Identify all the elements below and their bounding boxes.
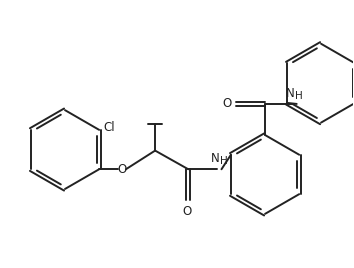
Text: O: O [117, 163, 127, 176]
Text: N: N [286, 87, 294, 100]
Text: N: N [211, 152, 219, 165]
Text: O: O [183, 204, 192, 218]
Text: O: O [223, 98, 232, 110]
Text: Cl: Cl [103, 121, 115, 134]
Text: H: H [221, 156, 228, 166]
Text: H: H [295, 91, 303, 101]
